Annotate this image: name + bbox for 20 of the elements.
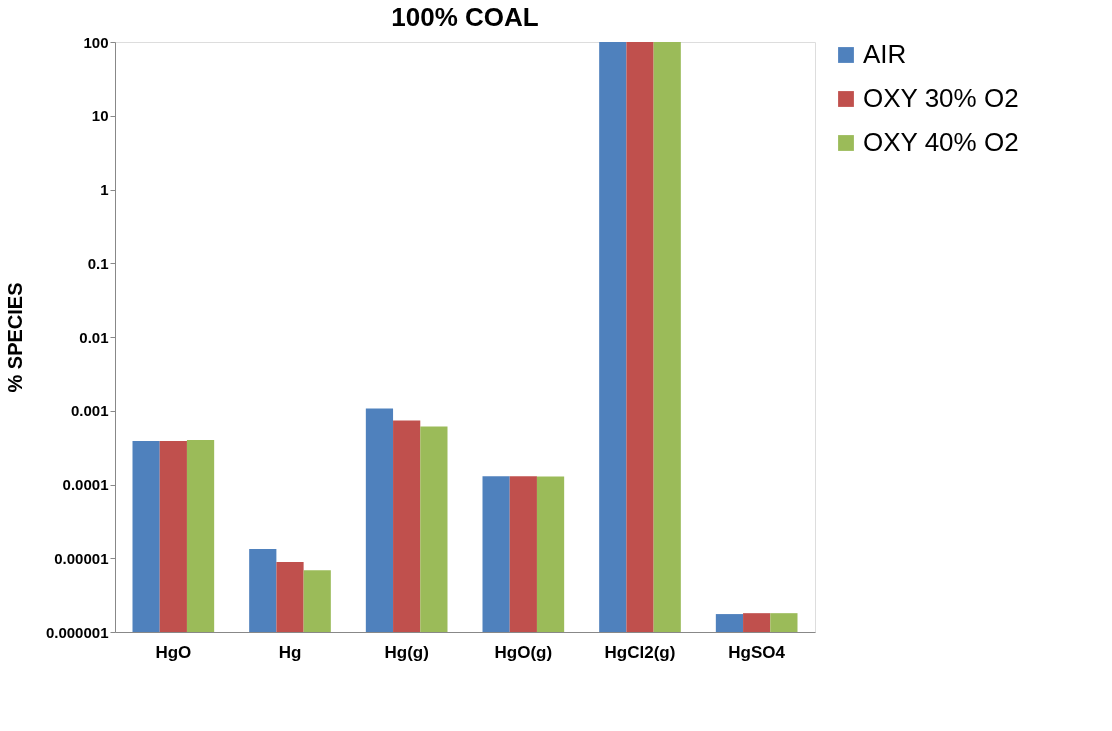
y-tick-label: 0.1 <box>87 254 109 272</box>
y-tick-label: 0.000001 <box>45 623 109 641</box>
y-tick-label: 0.001 <box>70 402 109 420</box>
legend-label: OXY 40% O2 <box>863 127 1019 157</box>
y-tick-label: 0.01 <box>79 328 109 346</box>
y-tick-label: 0.0001 <box>62 476 109 493</box>
x-tick-label: HgSO4 <box>728 642 786 662</box>
x-tick-label: HgO(g) <box>494 642 553 662</box>
chart-title: 100% COAL <box>391 2 539 32</box>
legend-label: AIR <box>863 39 907 69</box>
y-tick-label: 100 <box>83 33 109 51</box>
x-tick-label: HgO <box>155 642 192 662</box>
legend-label: OXY 30% O2 <box>863 83 1019 113</box>
y-axis-title: % SPECIES <box>3 282 26 393</box>
y-tick-label: 1 <box>100 181 109 198</box>
x-tick-label: HgCl2(g) <box>604 642 676 662</box>
x-tick-label: Hg(g) <box>384 642 429 662</box>
y-tick-label: 10 <box>91 107 109 125</box>
y-tick-label: 0.00001 <box>54 549 109 567</box>
x-tick-label: Hg <box>278 642 302 662</box>
